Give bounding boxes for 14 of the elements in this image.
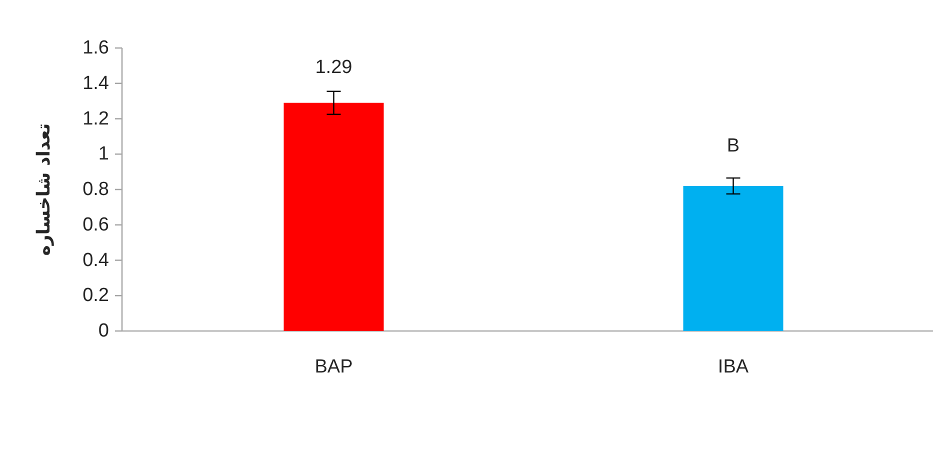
y-tick-label: 1 (98, 144, 109, 165)
y-tick-label: 1.4 (82, 72, 110, 94)
y-tick-label: 1.6 (82, 38, 109, 58)
y-tick-label: 0.4 (82, 250, 110, 271)
x-tick-label: IBA (718, 356, 749, 378)
data-label: 1.29 (315, 56, 352, 78)
y-tick-label: 0.8 (82, 179, 109, 200)
y-tick-label: 0.2 (82, 285, 109, 306)
y-tick-label: 0.6 (82, 214, 109, 236)
x-tick-label: BAP (314, 356, 353, 378)
y-axis-title: تعداد شاخساره (34, 123, 54, 256)
annotation: B (726, 136, 740, 157)
y-tick-label: 0 (98, 320, 109, 342)
y-tick-label: 1.2 (82, 108, 109, 130)
